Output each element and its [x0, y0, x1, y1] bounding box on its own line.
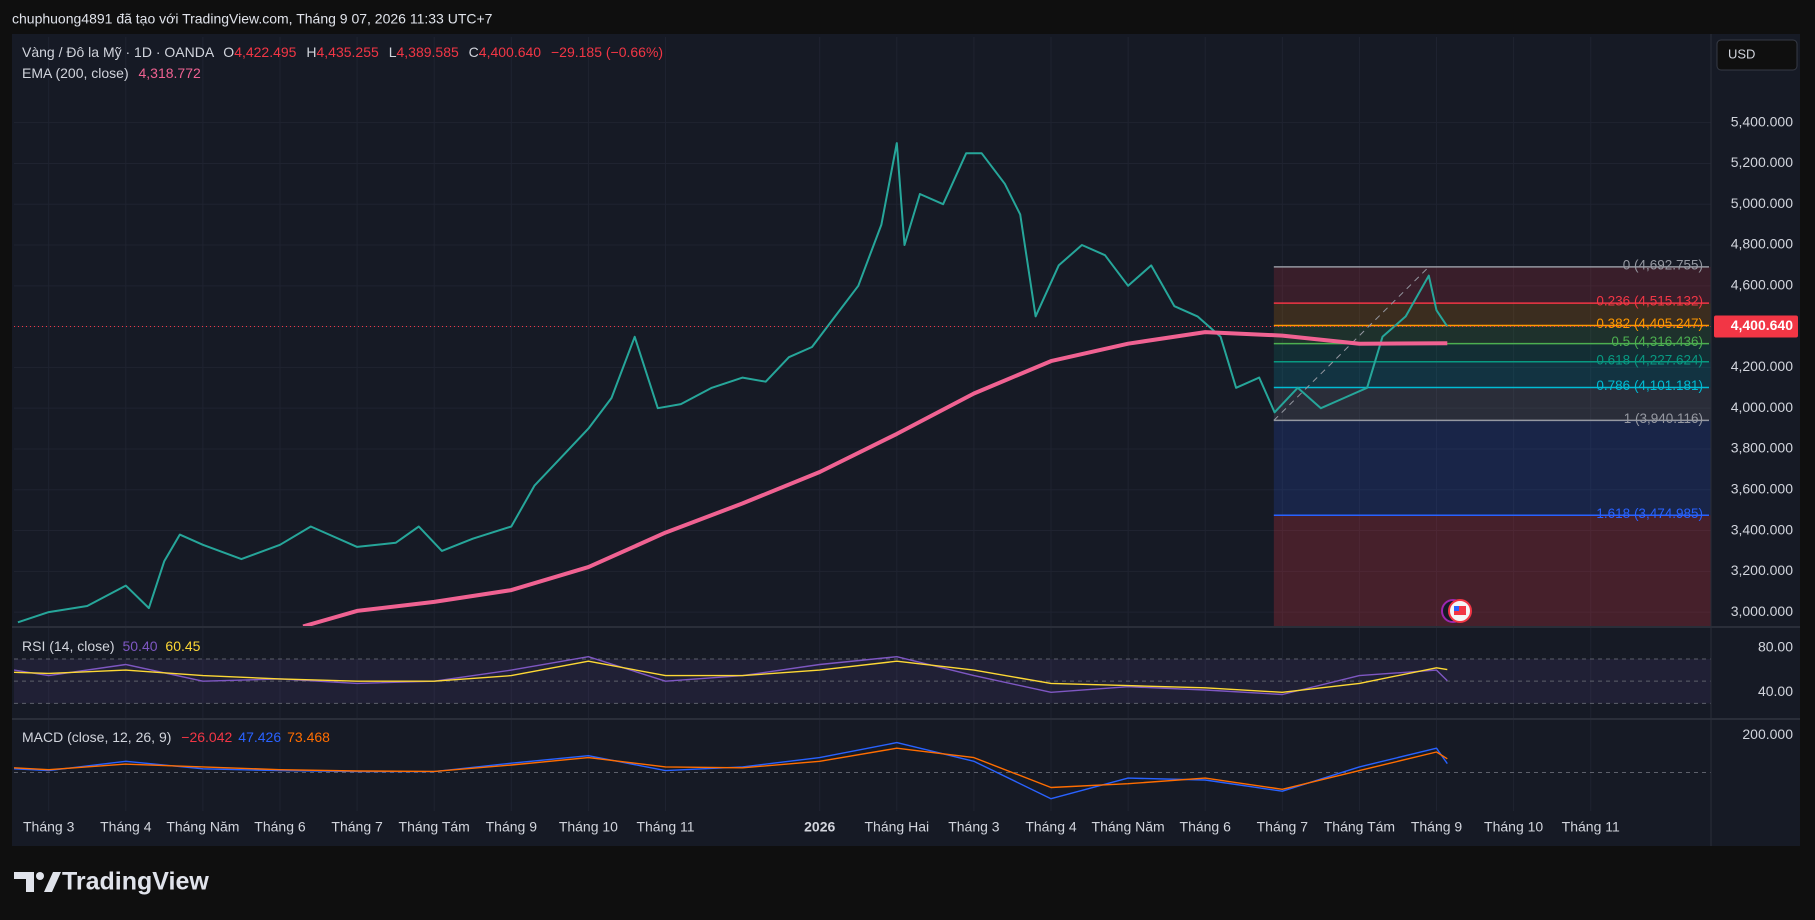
- y-tick-label: 3,000.000: [1731, 603, 1793, 619]
- fib-zone: [1273, 266, 1711, 304]
- x-tick-label: Tháng Năm: [1092, 819, 1165, 835]
- fib-level-label: 0.5 (4,316.436): [1611, 334, 1703, 349]
- macd-title: MACD (close, 12, 26, 9): [22, 729, 171, 745]
- series-line: [14, 741, 1448, 800]
- y-tick-label: 4,000.000: [1731, 399, 1793, 415]
- x-tick-label: Tháng 10: [559, 819, 618, 835]
- last-price-box: [1714, 315, 1798, 338]
- y-tick-label: 40.00: [1758, 683, 1793, 699]
- event-flag: [1454, 606, 1466, 615]
- ema-value: 4,318.772: [139, 65, 201, 81]
- symbol-header: Vàng / Đô la Mỹ · 1D · OANDA O4,422.495 …: [22, 44, 663, 60]
- last-price-label: 4,400.640: [1731, 317, 1793, 333]
- x-tick-label: Tháng 3: [23, 819, 75, 835]
- y-tick-label: 5,400.000: [1731, 113, 1793, 129]
- fib-level-label: 0.618 (4,227.624): [1596, 352, 1703, 367]
- logo-mark: [14, 872, 34, 892]
- fib-zone: [1273, 343, 1711, 362]
- brand-name: TradingView: [62, 868, 209, 896]
- fib-zone: [1273, 303, 1711, 326]
- currency-label[interactable]: USD: [1728, 46, 1755, 61]
- x-tick-label: Tháng Hai: [865, 819, 930, 835]
- fib-level-label: 0.382 (4,405.247): [1596, 316, 1703, 331]
- y-tick-label: 3,400.000: [1731, 521, 1793, 537]
- rsi-ma-readout: 60.45: [165, 638, 200, 654]
- fib-level-label: 0.236 (4,515.132): [1596, 294, 1703, 309]
- y-tick-label: 80.00: [1758, 639, 1793, 655]
- fib-zone: [1273, 325, 1711, 344]
- macd-header: MACD (close, 12, 26, 9) −26.042 47.426 73.…: [22, 729, 330, 745]
- x-tick-label: Tháng 9: [486, 819, 538, 835]
- series-line: [302, 330, 1448, 626]
- ohlc-value: 4,400.640: [479, 44, 541, 60]
- fib-zone: [1273, 515, 1711, 626]
- ohlc-key: H: [306, 44, 316, 60]
- x-tick-label: Tháng 7: [331, 819, 383, 835]
- x-tick-label: Tháng 6: [1180, 819, 1232, 835]
- price-change: −29.185 (−0.66%): [551, 44, 663, 60]
- x-tick-label: Tháng 11: [1562, 819, 1620, 835]
- series-line: [14, 747, 1448, 790]
- ohlc-key: L: [389, 44, 397, 60]
- fib-level-label: 0.786 (4,101.181): [1596, 378, 1703, 393]
- x-tick-label: Tháng 4: [100, 819, 152, 835]
- x-tick-label: Tháng 4: [1025, 819, 1077, 835]
- fib-level-label: 1.618 (3,474.985): [1596, 506, 1703, 521]
- y-tick-label: 200.000: [1742, 726, 1793, 742]
- plot-layer: Tháng 3 Tháng 4 Tháng Năm Tháng 6 Tháng 7 Thá…: [14, 37, 1798, 835]
- y-tick-label: 3,600.000: [1731, 480, 1793, 496]
- x-tick-label: Tháng Tám: [1324, 819, 1395, 835]
- event-icon: [1441, 599, 1472, 623]
- y-tick-label: 5,200.000: [1731, 154, 1793, 170]
- y-tick-label: 4,600.000: [1731, 277, 1793, 293]
- ema-name: EMA (200, close): [22, 65, 129, 81]
- y-tick-label: 3,800.000: [1731, 440, 1793, 456]
- fib-zone: [1273, 361, 1711, 388]
- logo-mark: [44, 872, 61, 892]
- macd-readout: 47.426: [238, 729, 281, 745]
- ohlc-value: 4,422.495: [234, 44, 296, 60]
- event-flag: [1454, 606, 1459, 611]
- x-tick-label: Tháng 10: [1484, 819, 1543, 835]
- ohlc-key: C: [469, 44, 479, 60]
- y-tick-label: 4,200.000: [1731, 358, 1793, 374]
- macd-readout: 73.468: [287, 729, 330, 745]
- macd-readout: −26.042: [181, 729, 232, 745]
- x-tick-label: Tháng 7: [1257, 819, 1309, 835]
- y-tick-label: 3,200.000: [1731, 562, 1793, 578]
- x-tick-label: Tháng 3: [948, 819, 1000, 835]
- symbol-name: Vàng / Đô la Mỹ · 1D · OANDA: [22, 44, 215, 60]
- x-tick-label: Tháng Tám: [399, 819, 470, 835]
- rsi-readout: 50.40: [122, 638, 157, 654]
- fib-zone: [1273, 420, 1711, 516]
- chart-background: [12, 34, 1800, 846]
- x-tick-label: Tháng 6: [254, 819, 306, 835]
- x-tick-label: 2026: [804, 819, 835, 835]
- fib-zone: [1273, 387, 1711, 421]
- currency-button[interactable]: [1716, 39, 1798, 71]
- rsi-title: RSI (14, close): [22, 638, 115, 654]
- ema-header: EMA (200, close) 4,318.772: [22, 65, 201, 81]
- watermark: chuphuong4891 đã tạo với TradingView.com…: [12, 11, 493, 27]
- fib-trend-line: [1273, 266, 1430, 421]
- footer: [0, 846, 1815, 920]
- ohlc-key: O: [223, 44, 234, 60]
- ohlc-value: 4,389.585: [396, 44, 458, 60]
- logo-mark: [36, 872, 44, 880]
- fib-level-label: 1 (3,940.116): [1624, 411, 1703, 426]
- y-tick-label: 4,800.000: [1731, 236, 1793, 252]
- x-tick-label: Tháng 9: [1411, 819, 1463, 835]
- rsi-header: RSI (14, close) 50.40 60.45: [22, 638, 201, 654]
- series-line: [14, 660, 1448, 693]
- brand-logo: [14, 872, 61, 892]
- x-tick-label: Tháng 11: [636, 819, 694, 835]
- ohlc-value: 4,435.255: [317, 44, 379, 60]
- y-tick-label: 5,000.000: [1731, 195, 1793, 211]
- x-tick-label: Tháng Năm: [166, 819, 239, 835]
- fib-level-label: 0 (4,692.755): [1623, 257, 1703, 272]
- series-line: [17, 142, 1449, 624]
